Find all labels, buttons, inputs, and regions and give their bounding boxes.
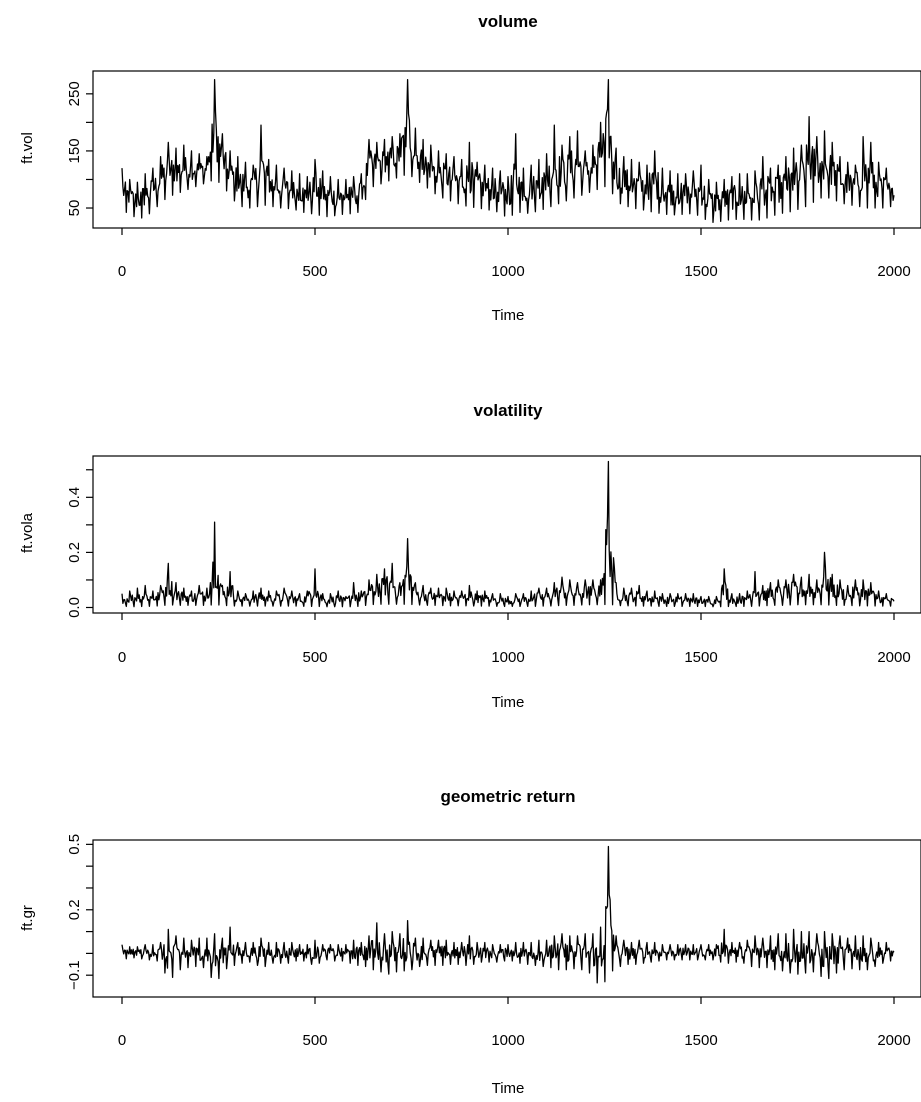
y-axis-label: ft.vol <box>19 132 36 164</box>
x-tick-label: 1500 <box>684 1032 717 1049</box>
y-axis-label: ft.gr <box>19 905 36 931</box>
y-tick-label: 50 <box>66 200 83 217</box>
panel-geometric-return: geometric return ft.gr Time 0 500 1000 1500… <box>19 787 921 1097</box>
x-tick-label: 1000 <box>491 649 524 666</box>
y-axis-label: ft.vola <box>19 512 36 553</box>
x-axis-label: Time <box>492 1080 525 1097</box>
series-line <box>121 78 895 223</box>
x-tick-label: 1500 <box>684 263 717 280</box>
panel-volatility: volatility ft.vola Time 0 500 1000 1500 2000… <box>19 401 921 711</box>
x-axis-label: Time <box>492 694 525 711</box>
x-tick-label: 1000 <box>491 1032 524 1049</box>
plot-frame <box>92 70 921 229</box>
chart-title: volume <box>478 12 538 31</box>
y-tick-label: 0.2 <box>66 899 83 920</box>
y-tick-label: −0.1 <box>66 960 83 990</box>
series-line <box>121 460 895 608</box>
x-axis-label: Time <box>492 307 525 324</box>
x-tick-label: 0 <box>118 263 126 280</box>
x-tick-label: 2000 <box>877 649 910 666</box>
y-tick-label: 0.0 <box>66 597 83 618</box>
plot-frame <box>92 839 921 998</box>
chart-title: volatility <box>474 401 544 420</box>
panel-volume: volume ft.vol Time 0 500 1000 1500 2000 50 15… <box>19 12 921 324</box>
y-axis: −0.1 0.2 0.5 <box>66 834 93 990</box>
y-axis: 50 150 250 <box>66 81 93 216</box>
y-tick-label: 150 <box>66 138 83 163</box>
y-tick-label: 0.4 <box>66 487 83 508</box>
x-axis: 0 500 1000 1500 2000 <box>118 228 911 280</box>
x-axis: 0 500 1000 1500 2000 <box>118 997 911 1049</box>
x-tick-label: 500 <box>302 1032 327 1049</box>
series-line <box>121 845 895 984</box>
y-tick-label: 0.5 <box>66 834 83 855</box>
x-tick-label: 500 <box>302 649 327 666</box>
y-tick-label: 0.2 <box>66 542 83 563</box>
x-tick-label: 2000 <box>877 1032 910 1049</box>
x-tick-label: 2000 <box>877 263 910 280</box>
x-tick-label: 500 <box>302 263 327 280</box>
x-tick-label: 1500 <box>684 649 717 666</box>
x-tick-label: 0 <box>118 1032 126 1049</box>
y-tick-label: 250 <box>66 81 83 106</box>
chart-title: geometric return <box>440 787 575 806</box>
x-tick-label: 0 <box>118 649 126 666</box>
plot-frame <box>92 455 921 614</box>
y-axis: 0.0 0.2 0.4 <box>66 469 93 618</box>
x-axis: 0 500 1000 1500 2000 <box>118 613 911 666</box>
x-tick-label: 1000 <box>491 263 524 280</box>
